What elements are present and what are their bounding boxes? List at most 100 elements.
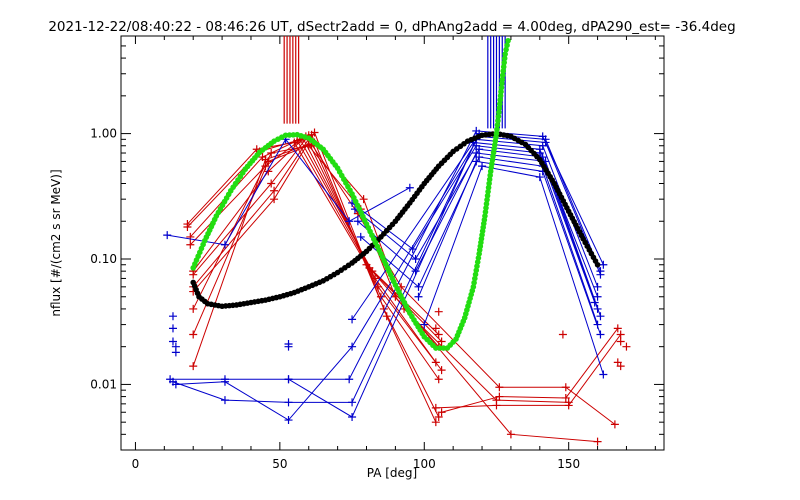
red-plus-marker (434, 330, 443, 339)
green-curve-dot (497, 97, 503, 103)
green-curve-dot (501, 55, 508, 62)
green-curve-dot (483, 201, 490, 207)
red-plus-marker (561, 393, 570, 402)
green-curve-dot (495, 117, 501, 124)
red-plus-marker (267, 179, 276, 188)
red-plus-marker (189, 304, 198, 313)
red-series-line (192, 141, 569, 403)
blue-plus-marker (171, 348, 180, 357)
red-plus-marker (431, 324, 440, 333)
blue-plus-marker (411, 267, 420, 276)
blue-plus-marker (593, 292, 602, 301)
green-curve-dot (482, 209, 489, 215)
green-curve-dot (482, 213, 488, 219)
y-tick-label: 0.01 (90, 377, 117, 391)
green-curve-dot (472, 275, 478, 282)
green-curve-dot (503, 46, 509, 53)
blue-plus-marker (163, 231, 172, 240)
red-plus-marker (186, 240, 195, 249)
red-plus-marker (434, 412, 443, 421)
blue-plus-marker (593, 282, 602, 291)
plot-area (163, 36, 631, 446)
blue-plus-marker (168, 312, 177, 321)
green-curve-dot (502, 51, 508, 57)
green-curve-dot (496, 101, 503, 107)
blue-plus-marker (345, 375, 354, 384)
green-curve-dot (499, 72, 506, 79)
green-curve-dot (487, 172, 493, 179)
red-plus-marker (434, 375, 443, 384)
red-plus-marker (564, 401, 573, 410)
green-curve-dot (505, 37, 511, 44)
green-curve-dot (485, 188, 491, 195)
red-plus-marker (616, 330, 625, 339)
green-curve-dot (501, 59, 507, 66)
blue-plus-marker (348, 315, 357, 324)
chart-title: 2021-12-22/08:40:22 - 08:46:26 UT, dSect… (48, 19, 735, 35)
red-plus-marker (616, 362, 625, 371)
red-plus-marker (270, 186, 279, 195)
blue-series-line (418, 160, 601, 335)
red-plus-marker (495, 392, 504, 401)
green-curve-dot (495, 113, 502, 120)
green-curve-dot (496, 109, 502, 116)
green-curve-dot (496, 105, 503, 111)
blue-plus-marker (472, 149, 481, 158)
green-curve-dot (494, 126, 500, 133)
blue-plus-marker (472, 157, 481, 166)
blue-plus-marker (535, 149, 544, 158)
green-curve-dot (500, 68, 507, 74)
green-curve-dot (474, 263, 480, 269)
green-curve-dot (483, 205, 489, 211)
blue-plus-marker (345, 217, 354, 226)
blue-series-line (167, 138, 411, 246)
green-curve-dot (497, 92, 504, 99)
red-plus-marker (622, 342, 631, 351)
green-curve-dot (436, 345, 443, 351)
green-curve-dot (498, 88, 504, 95)
blue-plus-marker (284, 342, 293, 351)
green-curve-dot (471, 279, 477, 286)
blue-plus-marker (596, 330, 605, 339)
green-curve-dot (475, 255, 482, 261)
x-tick-label: 0 (132, 457, 140, 471)
red-plus-marker (437, 337, 446, 346)
blue-plus-marker (535, 173, 544, 182)
blue-plus-marker (168, 337, 177, 346)
red-plus-marker (506, 430, 515, 439)
red-plus-marker (189, 330, 198, 339)
blue-plus-marker (348, 412, 357, 421)
red-plus-marker (270, 195, 279, 204)
red-plus-marker (437, 366, 446, 375)
red-plus-marker (183, 222, 192, 231)
blue-plus-marker (284, 375, 293, 384)
blue-plus-marker (356, 232, 365, 241)
x-tick-label: 50 (272, 457, 287, 471)
blue-plus-marker (420, 320, 429, 329)
green-curve-dot (486, 176, 493, 183)
blue-plus-marker (353, 217, 362, 226)
blue-plus-marker (596, 312, 605, 321)
green-curve-dot (494, 122, 501, 128)
red-plus-marker (434, 307, 443, 316)
blue-series-line (351, 141, 599, 320)
blue-series-line (423, 165, 604, 375)
red-plus-marker (189, 270, 198, 279)
blue-plus-marker (348, 342, 357, 351)
red-plus-marker (561, 383, 570, 392)
blue-plus-marker (599, 370, 608, 379)
green-curve-dot (484, 192, 491, 199)
x-tick-label: 100 (413, 457, 436, 471)
blue-plus-marker (220, 396, 229, 405)
green-curve-dot (504, 42, 510, 49)
blue-plus-marker (478, 162, 487, 171)
green-curve-dot (440, 345, 447, 351)
green-curve-dot (470, 284, 477, 290)
red-plus-marker (616, 337, 625, 346)
green-curve-dot (485, 184, 492, 191)
blue-plus-marker (168, 324, 177, 333)
red-plus-marker (382, 312, 391, 321)
red-plus-marker (613, 324, 622, 333)
blue-plus-marker (348, 398, 357, 407)
red-series-line (441, 328, 619, 413)
